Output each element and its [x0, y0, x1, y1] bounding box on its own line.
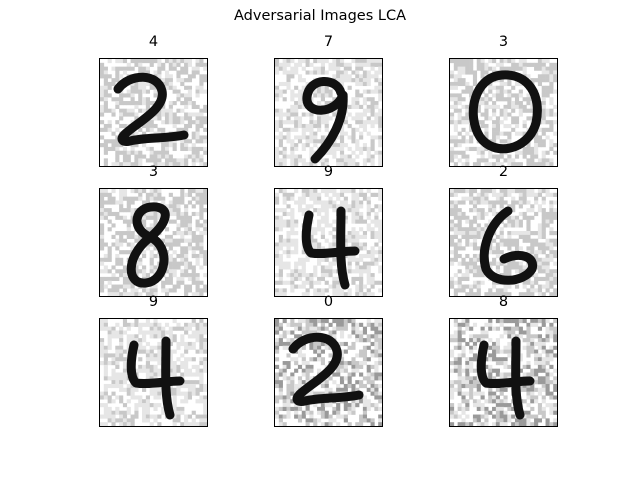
figure-title: Adversarial Images LCA	[234, 8, 406, 24]
digit-stroke	[302, 77, 348, 164]
panel-5: 9	[274, 164, 383, 297]
panel-label: 3	[498, 34, 509, 50]
panel-label: 8	[498, 294, 509, 310]
digit-stroke	[113, 72, 189, 146]
digit-stroke	[126, 336, 185, 420]
digit-image	[99, 58, 208, 167]
digit-image	[449, 318, 558, 427]
digit-stroke	[479, 206, 538, 285]
digit-image	[449, 188, 558, 297]
panel-7: 9	[99, 294, 208, 427]
digit-image	[274, 188, 383, 297]
panel-label: 3	[148, 164, 159, 180]
digit-image	[99, 318, 208, 427]
digit-image	[99, 188, 208, 297]
digit-image	[274, 318, 383, 427]
panel-label: 4	[148, 34, 159, 50]
panel-2: 7	[274, 34, 383, 167]
digit-image	[449, 58, 558, 167]
panel-label: 7	[323, 34, 334, 50]
panel-label: 9	[323, 164, 334, 180]
panel-4: 3	[99, 164, 208, 297]
panel-label: 9	[148, 294, 159, 310]
panel-6: 2	[449, 164, 558, 297]
panel-9: 8	[449, 294, 558, 427]
panel-1: 4	[99, 34, 208, 167]
panel-label: 0	[323, 294, 334, 310]
digit-stroke	[288, 332, 364, 406]
panel-8: 0	[274, 294, 383, 427]
digit-image	[274, 58, 383, 167]
digit-stroke	[126, 202, 170, 288]
digit-stroke	[301, 206, 360, 290]
digit-stroke	[476, 336, 535, 420]
panel-label: 2	[498, 164, 509, 180]
panel-3: 3	[449, 34, 558, 167]
digit-stroke	[468, 70, 542, 154]
